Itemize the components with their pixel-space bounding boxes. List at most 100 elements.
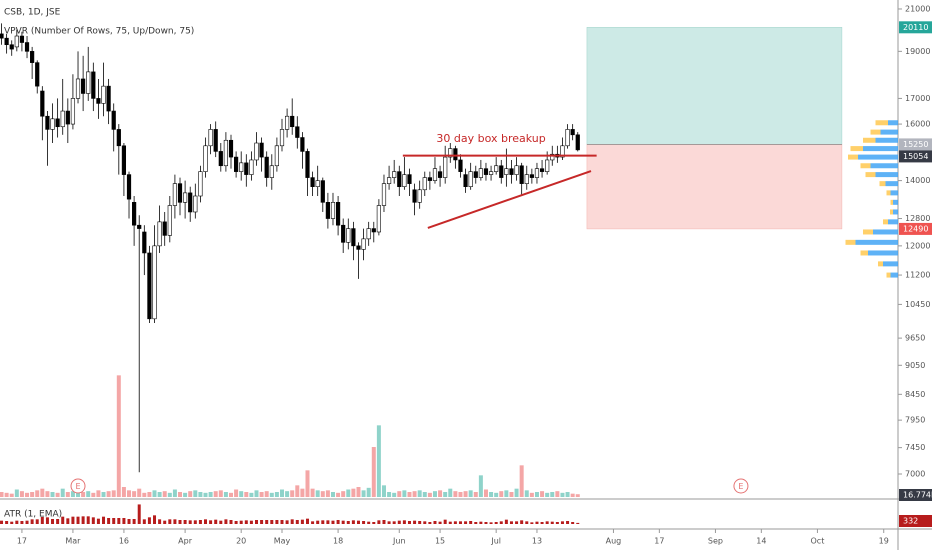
vpvr-down (879, 181, 886, 187)
candle-body (24, 42, 30, 52)
candle-body (264, 156, 269, 178)
atr-bar (316, 520, 320, 524)
candle-body (274, 145, 279, 167)
candle-body (300, 137, 305, 152)
volume-bar (223, 492, 228, 497)
volume-bar (550, 492, 555, 497)
atr-bar (509, 521, 513, 524)
x-tick-label: 17 (17, 537, 27, 546)
volume-bar (427, 492, 432, 497)
volume-bar (545, 492, 550, 497)
volume-bar (218, 490, 223, 497)
volume-bar (147, 492, 152, 497)
vpvr-down (870, 129, 881, 135)
volume-bar (81, 492, 86, 497)
volume-bar (504, 490, 509, 497)
atr-bar (234, 521, 238, 524)
volume-bar (300, 488, 305, 497)
candle-body (284, 115, 290, 130)
atr-bar (270, 520, 274, 524)
x-tick-label: Jun (392, 537, 406, 546)
candle-body (427, 177, 432, 181)
y-tick-label: 7450 (905, 443, 925, 452)
volume-bar (346, 489, 351, 497)
candle-body (126, 174, 132, 200)
volume-bar (371, 447, 376, 497)
x-tick-label: 19 (879, 537, 889, 546)
y-tick-label: 14000 (905, 176, 930, 185)
y-tick-label: 16000 (905, 120, 930, 129)
volume-bar (162, 491, 167, 497)
atr-bar (117, 518, 121, 524)
volume-bar (91, 492, 96, 497)
volume-bar (152, 490, 157, 497)
atr-bar (464, 521, 468, 524)
candle-body (30, 51, 35, 63)
x-tick-label: 14 (756, 537, 766, 546)
volume-label-bg (899, 489, 932, 501)
volume-bar (397, 491, 402, 497)
candle-body (239, 162, 244, 172)
candle-body (397, 171, 402, 187)
candle-body (341, 224, 346, 243)
atr-bar (168, 519, 172, 524)
atr-bar (290, 519, 294, 524)
atr-bar (300, 519, 304, 524)
volume-bar (489, 492, 494, 497)
candle-body (310, 177, 315, 187)
vpvr-down (845, 239, 856, 245)
candle-body (65, 110, 70, 125)
volume-bar (534, 492, 539, 497)
candle-body (335, 202, 341, 226)
atr-label-bg (899, 515, 932, 527)
candle-body (137, 224, 142, 229)
candle-body (228, 139, 234, 158)
atr-bar (163, 520, 167, 524)
candle-body (132, 202, 137, 226)
candle-body (539, 168, 545, 172)
atr-bar (423, 521, 427, 524)
atr-bar (545, 521, 549, 524)
candle-body (259, 142, 264, 158)
y-tick-label: 7950 (905, 416, 925, 425)
trend-line (427, 170, 592, 229)
volume-bar (40, 488, 45, 497)
atr-bar (489, 522, 493, 524)
volume-bar (229, 492, 234, 497)
volume-bar (330, 492, 335, 497)
volume-bar (4, 492, 9, 497)
candle-body (443, 156, 448, 178)
vpvr-up (863, 146, 898, 152)
y-tick-label: 17000 (905, 94, 930, 103)
x-tick-label: Aug (606, 537, 622, 546)
vpvr-down (863, 229, 873, 235)
volume-bar (172, 489, 177, 497)
atr-bar (219, 520, 223, 524)
atr-bar (193, 520, 197, 524)
y-tick-label: 9050 (905, 361, 925, 370)
volume-bar (478, 475, 483, 497)
atr-bar (326, 520, 330, 524)
atr-bar (504, 519, 508, 524)
vpvr-up (888, 120, 898, 126)
candle-body (330, 202, 336, 219)
x-tick-label: 13 (532, 537, 542, 546)
candle-body (60, 110, 65, 128)
candle-body (19, 35, 25, 43)
volume-bar (468, 490, 473, 497)
atr-bar (40, 517, 44, 524)
volume-bar (381, 485, 386, 497)
atr-bar (96, 518, 100, 524)
volume-bar (555, 491, 560, 497)
price-label-bg (899, 138, 932, 151)
candle-body (494, 165, 499, 172)
candle-body (305, 151, 310, 178)
candle-body (524, 174, 529, 184)
candle-body (575, 134, 580, 151)
volume-bar (208, 492, 213, 497)
candle-body (81, 78, 86, 94)
atr-bar (311, 521, 315, 524)
candle-body (188, 192, 193, 213)
atr-bar (178, 520, 182, 524)
